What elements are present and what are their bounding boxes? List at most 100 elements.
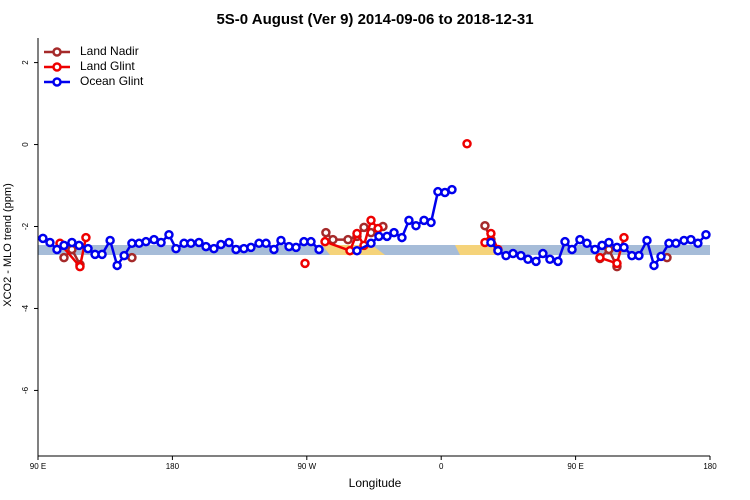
data-point — [508, 248, 518, 259]
data-point — [397, 232, 407, 243]
data-point — [74, 240, 84, 251]
legend-label: Land Nadir — [80, 44, 139, 58]
x-tick-label: 90 E — [567, 462, 583, 471]
data-point — [426, 217, 436, 228]
data-point — [516, 250, 526, 261]
data-point — [671, 238, 681, 249]
data-point — [634, 250, 644, 261]
data-point — [411, 220, 421, 231]
x-tick-label: 180 — [166, 462, 180, 471]
data-point — [112, 260, 122, 271]
data-point — [352, 228, 362, 239]
y-axis-label: XCO2 - MLO trend (ppm) — [2, 183, 14, 306]
data-point — [291, 242, 301, 253]
data-point — [352, 245, 362, 256]
data-point — [382, 231, 392, 242]
data-point — [701, 229, 711, 240]
data-point — [300, 258, 310, 269]
x-tick-label: 180 — [703, 462, 717, 471]
data-point — [523, 254, 533, 265]
data-point — [366, 215, 376, 226]
data-point — [75, 261, 85, 272]
data-point — [493, 245, 503, 256]
legend-marker — [52, 62, 62, 72]
data-point — [359, 222, 369, 233]
legend-label: Ocean Glint — [80, 74, 144, 88]
x-tick-label: 90 W — [297, 462, 316, 471]
data-point — [171, 243, 181, 254]
data-point — [246, 242, 256, 253]
legend-label: Land Glint — [80, 59, 135, 73]
data-point — [224, 237, 234, 248]
data-point — [374, 231, 384, 242]
data-point — [261, 238, 271, 249]
data-point — [343, 234, 353, 245]
data-point — [619, 242, 629, 253]
data-point — [612, 258, 622, 269]
data-point — [156, 237, 166, 248]
data-point — [486, 237, 496, 248]
x-tick-label: 90 E — [30, 462, 46, 471]
data-point — [59, 252, 69, 263]
data-point — [328, 234, 338, 245]
data-point — [447, 184, 457, 195]
data-point — [373, 223, 383, 234]
data-point — [649, 260, 659, 271]
data-point — [38, 233, 48, 244]
data-point — [194, 237, 204, 248]
data-point — [45, 237, 55, 248]
legend-marker — [52, 77, 62, 87]
y-tick-label: -2 — [21, 222, 30, 230]
land-band — [455, 245, 500, 255]
data-point — [186, 238, 196, 249]
data-point — [314, 244, 324, 255]
data-point — [306, 236, 316, 247]
data-point — [276, 235, 286, 246]
data-point — [486, 228, 496, 239]
data-point — [389, 227, 399, 238]
data-point — [320, 236, 330, 247]
y-tick-label: 2 — [21, 60, 30, 65]
x-axis-label: Longitude — [349, 476, 402, 490]
data-point — [567, 244, 577, 255]
data-point — [656, 251, 666, 262]
data-point — [141, 236, 151, 247]
data-point — [590, 244, 600, 255]
data-point — [553, 256, 563, 267]
data-point — [545, 254, 555, 265]
data-point — [619, 232, 629, 243]
data-point — [560, 236, 570, 247]
data-point — [595, 252, 605, 263]
data-point — [404, 215, 414, 226]
x-tick-label: 0 — [439, 462, 444, 471]
data-point — [531, 256, 541, 267]
data-point — [366, 238, 376, 249]
data-point — [164, 229, 174, 240]
legend-marker — [52, 47, 62, 57]
data-point — [604, 237, 614, 248]
data-point — [686, 234, 696, 245]
chart-title: 5S-0 August (Ver 9) 2014-09-06 to 2018-1… — [216, 11, 533, 28]
data-point — [52, 244, 62, 255]
data-point — [119, 250, 129, 261]
y-tick-label: -4 — [21, 304, 30, 312]
data-point — [59, 240, 69, 251]
data-point — [538, 248, 548, 259]
data-point — [642, 235, 652, 246]
data-point — [462, 138, 472, 149]
data-point — [582, 238, 592, 249]
data-point — [105, 235, 115, 246]
data-point — [480, 220, 490, 231]
data-point — [231, 244, 241, 255]
data-point — [97, 249, 107, 260]
data-point — [575, 234, 585, 245]
data-point — [201, 241, 211, 252]
y-tick-label: -6 — [21, 386, 30, 394]
data-point — [209, 243, 219, 254]
data-point — [127, 252, 137, 263]
data-point — [269, 244, 279, 255]
y-tick-label: 0 — [21, 142, 30, 147]
data-point — [321, 227, 331, 238]
data-point — [216, 239, 226, 250]
